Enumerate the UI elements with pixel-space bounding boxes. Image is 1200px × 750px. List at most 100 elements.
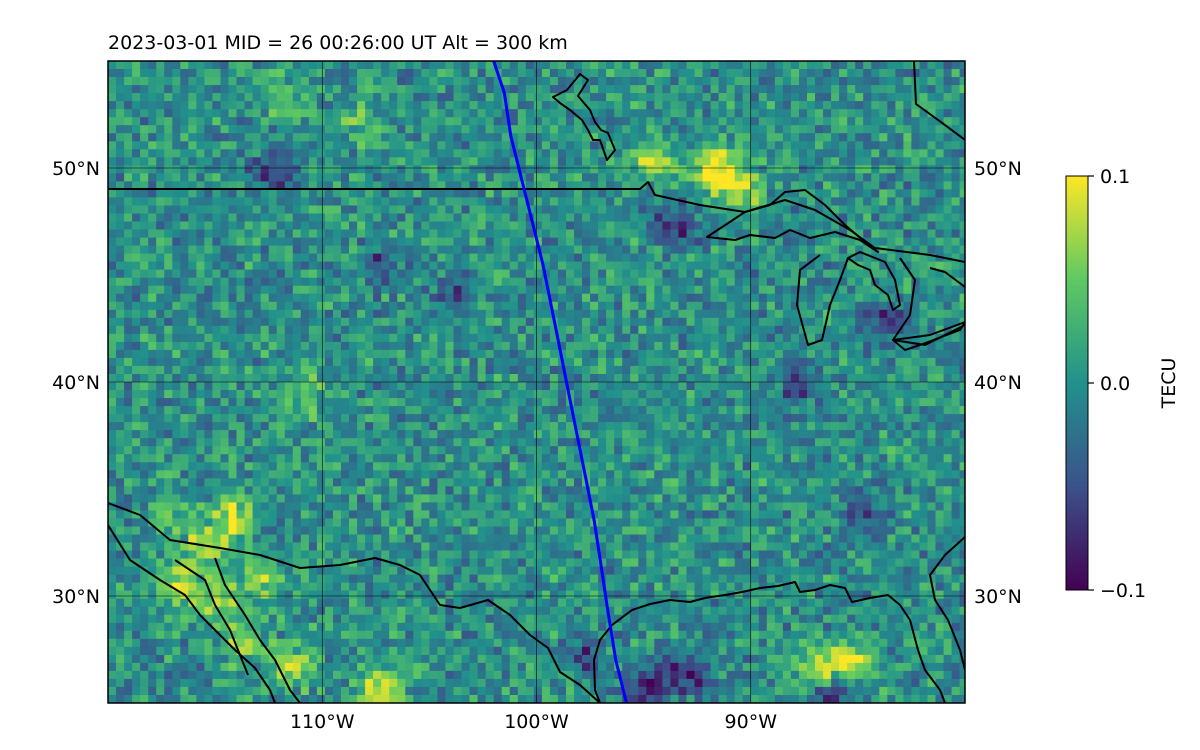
tec-pixel — [839, 357, 848, 367]
tec-pixel — [316, 301, 326, 311]
tec-pixel — [927, 157, 937, 166]
tec-pixel — [108, 293, 117, 303]
tec-pixel — [598, 213, 607, 223]
tec-pixel — [710, 101, 720, 110]
tec-pixel — [260, 390, 270, 399]
tec-pixel — [164, 398, 173, 407]
tec-pixel — [244, 149, 254, 158]
tec-pixel — [148, 301, 157, 311]
tec-pixel — [557, 173, 567, 182]
tec-pixel — [855, 341, 864, 351]
tec-pixel — [220, 69, 230, 78]
tec-pixel — [686, 77, 696, 86]
tec-pixel — [397, 357, 406, 367]
tec-pixel — [212, 69, 221, 78]
tec-pixel — [308, 406, 318, 415]
tec-pixel — [180, 157, 189, 166]
tec-pixel — [678, 390, 687, 399]
tec-pixel — [662, 357, 671, 367]
tec-pixel — [533, 269, 543, 279]
tec-pixel — [485, 77, 495, 86]
tec-pixel — [220, 293, 230, 303]
tec-pixel — [533, 197, 543, 206]
tec-pixel — [863, 85, 872, 94]
tec-pixel — [244, 253, 254, 263]
tec-pixel — [847, 205, 856, 215]
tec-pixel — [598, 245, 607, 255]
tec-pixel — [790, 374, 800, 383]
tec-pixel — [686, 125, 696, 134]
tec-pixel — [927, 205, 937, 215]
tec-pixel — [429, 69, 438, 78]
tec-pixel — [156, 325, 165, 335]
tec-pixel — [148, 197, 157, 206]
tec-pixel — [943, 205, 953, 215]
tec-pixel — [622, 141, 631, 150]
tec-pixel — [943, 406, 953, 415]
tec-pixel — [895, 374, 904, 383]
tec-pixel — [710, 93, 720, 102]
tec-pixel — [959, 365, 965, 375]
tec-pixel — [292, 61, 302, 70]
tec-pixel — [252, 269, 262, 279]
tec-pixel — [140, 341, 149, 351]
tec-pixel — [766, 245, 776, 255]
tec-pixel — [292, 221, 302, 231]
tec-pixel — [630, 349, 639, 359]
tec-pixel — [172, 430, 181, 439]
tec-pixel — [252, 301, 262, 311]
tec-pixel — [710, 85, 720, 94]
tec-pixel — [863, 205, 872, 215]
tec-pixel — [196, 414, 205, 423]
tec-pixel — [381, 221, 390, 231]
tec-pixel — [533, 422, 543, 431]
tec-pixel — [413, 277, 422, 287]
tec-pixel — [164, 430, 173, 439]
tec-pixel — [413, 365, 422, 375]
tec-pixel — [895, 237, 904, 247]
tec-pixel — [252, 93, 262, 102]
tec-pixel — [590, 341, 599, 351]
tec-pixel — [405, 349, 414, 359]
tec-pixel — [702, 149, 712, 158]
tec-pixel — [670, 317, 679, 327]
tec-pixel — [766, 173, 776, 182]
tec-pixel — [349, 173, 358, 182]
tec-pixel — [172, 149, 181, 158]
tec-pixel — [316, 165, 326, 174]
tec-pixel — [614, 213, 623, 223]
tec-pixel — [758, 374, 768, 383]
tec-pixel — [260, 101, 270, 110]
tec-pixel — [260, 245, 270, 255]
tec-pixel — [148, 173, 157, 182]
tec-pixel — [549, 430, 559, 439]
tec-pixel — [333, 341, 342, 351]
tec-pixel — [815, 189, 824, 198]
tec-pixel — [316, 205, 326, 215]
tec-pixel — [397, 85, 406, 94]
tec-pixel — [959, 141, 965, 150]
tec-pixel — [509, 325, 519, 335]
tec-pixel — [108, 422, 117, 431]
tec-pixel — [324, 213, 334, 223]
tec-pixel — [132, 221, 141, 231]
tec-pixel — [429, 165, 438, 174]
tec-pixel — [758, 237, 768, 247]
tec-pixel — [614, 277, 623, 287]
tec-pixel — [445, 325, 454, 335]
tec-pixel — [517, 125, 527, 134]
tec-pixel — [919, 245, 929, 255]
tec-pixel — [670, 390, 679, 399]
tec-pixel — [622, 109, 631, 118]
tec-pixel — [437, 430, 446, 439]
tec-pixel — [750, 181, 760, 190]
tec-pixel — [469, 245, 479, 255]
tec-pixel — [758, 365, 768, 375]
tec-pixel — [397, 333, 406, 343]
tec-pixel — [341, 221, 350, 231]
tec-pixel — [397, 101, 406, 110]
tec-pixel — [477, 277, 487, 287]
tec-pixel — [365, 189, 374, 198]
tec-pixel — [308, 398, 318, 407]
tec-pixel — [807, 269, 816, 279]
